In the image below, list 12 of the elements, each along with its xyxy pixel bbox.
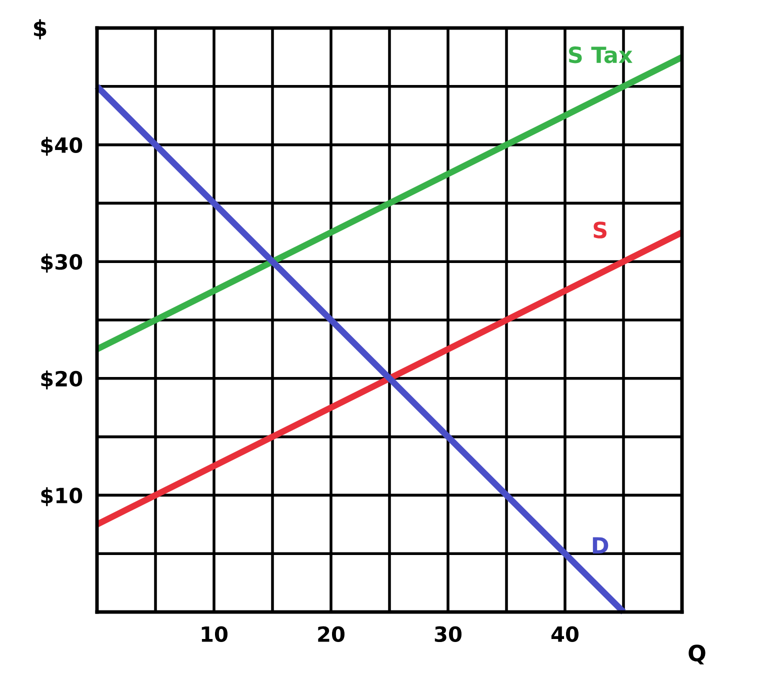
y-tick-label: $40 <box>41 136 82 156</box>
series-label: S <box>594 222 606 238</box>
x-tick-label: 10 <box>202 626 228 642</box>
y-tick-label: $30 <box>41 254 82 273</box>
x-axis-title: Q <box>688 644 706 664</box>
x-tick-label: 20 <box>318 626 344 642</box>
y-axis-title: $ <box>34 19 46 40</box>
x-tick-label: 30 <box>434 626 462 642</box>
y-tick-label: $20 <box>41 370 82 390</box>
x-tick-label: 40 <box>551 626 578 642</box>
y-tick-label: $10 <box>41 487 82 506</box>
series-label: D <box>592 537 608 554</box>
